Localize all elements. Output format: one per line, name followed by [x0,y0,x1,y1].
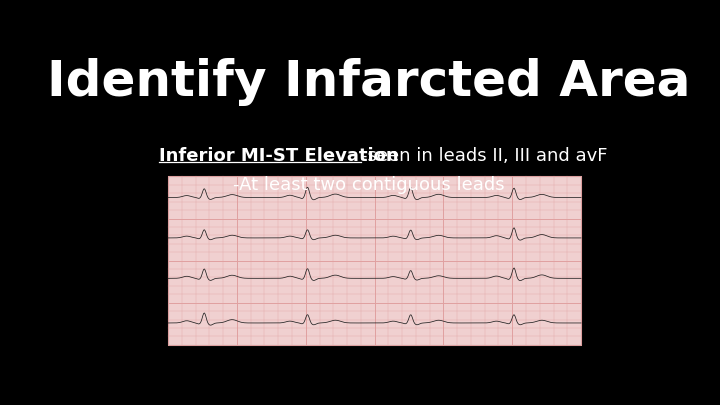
Text: -seen in leads II, III and avF: -seen in leads II, III and avF [361,147,607,165]
Text: -At least two contiguous leads: -At least two contiguous leads [233,177,505,194]
Text: Inferior MI-ST Elevation: Inferior MI-ST Elevation [159,147,399,165]
Text: Identify Infarcted Area: Identify Infarcted Area [48,58,690,106]
